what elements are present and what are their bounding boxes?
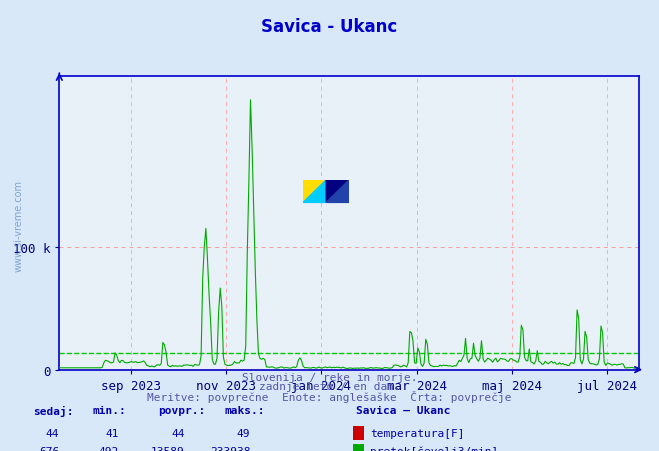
Text: Slovenija / reke in morje.: Slovenija / reke in morje. — [242, 372, 417, 382]
Text: 44: 44 — [46, 428, 59, 438]
Text: maks.:: maks.: — [224, 405, 264, 415]
Text: Meritve: povprečne  Enote: anglešaške  Črta: povprečje: Meritve: povprečne Enote: anglešaške Črt… — [147, 390, 512, 402]
Text: zadnje leto / en dan.: zadnje leto / en dan. — [258, 381, 401, 391]
Text: 492: 492 — [98, 446, 119, 451]
Text: min.:: min.: — [92, 405, 126, 415]
Text: povpr.:: povpr.: — [158, 405, 206, 415]
Text: 233938: 233938 — [210, 446, 250, 451]
Polygon shape — [326, 180, 349, 203]
Polygon shape — [303, 180, 326, 203]
Text: www.si-vreme.com: www.si-vreme.com — [13, 179, 23, 272]
Text: 13589: 13589 — [151, 446, 185, 451]
Text: 676: 676 — [39, 446, 59, 451]
Text: temperatura[F]: temperatura[F] — [370, 428, 465, 438]
Text: Savica - Ukanc: Savica - Ukanc — [262, 18, 397, 36]
Text: pretok[čevelj3/min]: pretok[čevelj3/min] — [370, 446, 499, 451]
Polygon shape — [326, 180, 349, 203]
Polygon shape — [303, 180, 326, 203]
Text: Savica – Ukanc: Savica – Ukanc — [356, 405, 450, 415]
Text: 41: 41 — [105, 428, 119, 438]
Text: 49: 49 — [237, 428, 250, 438]
Text: 44: 44 — [171, 428, 185, 438]
Text: sedaj:: sedaj: — [33, 405, 73, 416]
